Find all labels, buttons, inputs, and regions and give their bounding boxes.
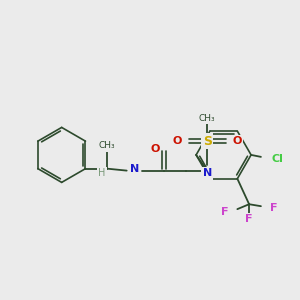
Text: O: O [233,136,242,146]
Text: N: N [130,164,139,174]
Text: F: F [221,207,229,217]
Text: O: O [172,136,182,146]
Text: S: S [203,135,212,148]
Text: CH₃: CH₃ [99,141,116,150]
Text: H: H [130,167,139,176]
Text: H: H [98,169,106,178]
Text: Cl: Cl [272,154,284,164]
Text: CH₃: CH₃ [199,114,215,123]
Text: O: O [151,144,160,154]
Text: F: F [270,203,277,213]
Text: N: N [202,169,212,178]
Text: F: F [245,214,253,224]
